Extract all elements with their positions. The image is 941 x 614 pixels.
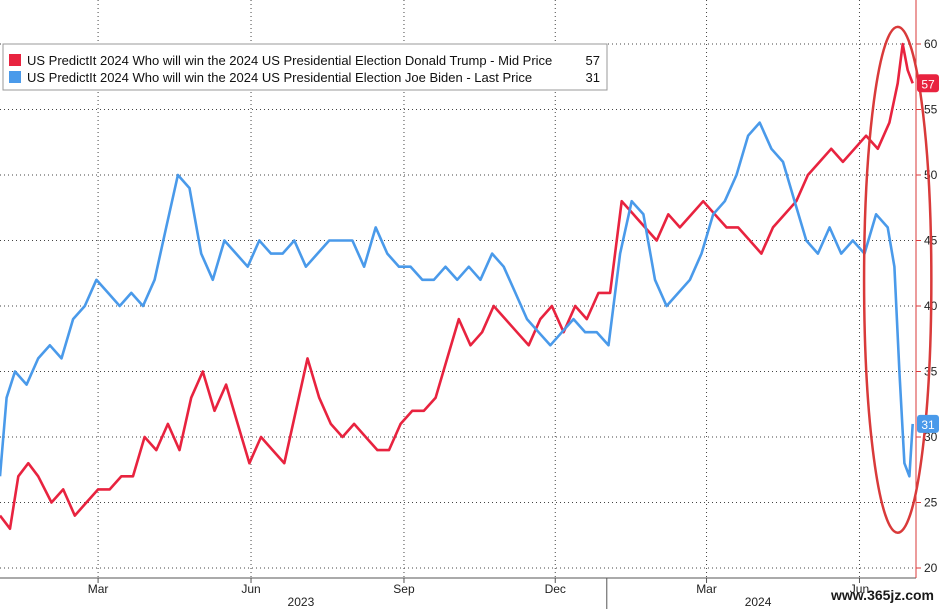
last-value-labels: 57 31 (917, 74, 939, 433)
trump-last-value-badge (917, 74, 939, 93)
y-tick-label: 35 (924, 365, 938, 379)
legend-box (2, 43, 608, 91)
x-tick-label: Jun (850, 582, 869, 596)
biden-last-value-label: 31 (921, 418, 935, 432)
trump-last-value-label: 57 (921, 77, 935, 91)
year-label: 2024 (745, 595, 772, 609)
series-lines (0, 42, 914, 530)
y-tick-label: 55 (924, 103, 938, 117)
legend: US PredictIt 2024 Who will win the 2024 … (2, 43, 608, 91)
x-tick-label: Mar (88, 582, 109, 596)
watermark: www.365jz.com (830, 587, 934, 603)
highlight-ellipse (862, 25, 933, 534)
y-tick-label: 30 (924, 430, 938, 444)
x-tick-label: Mar (696, 582, 717, 596)
legend-value-trump: 57 (586, 53, 600, 68)
gridlines (0, 0, 916, 578)
trump-series-line (0, 42, 914, 530)
legend-value-biden: 31 (586, 70, 600, 85)
biden-series-line (0, 121, 914, 478)
biden-last-value-badge (917, 414, 939, 433)
y-tick-label: 20 (924, 561, 938, 575)
legend-label-trump: US PredictIt 2024 Who will win the 2024 … (27, 53, 552, 68)
legend-swatch-biden (9, 71, 21, 83)
legend-label-biden: US PredictIt 2024 Who will win the 2024 … (27, 70, 532, 85)
y-tick-label: 25 (924, 496, 938, 510)
y-tick-label: 60 (924, 37, 938, 51)
highlight-ellipse-shape (862, 25, 933, 534)
x-tick-label: Dec (545, 582, 566, 596)
legend-swatch-trump (9, 54, 21, 66)
y-tick-label: 50 (924, 168, 938, 182)
x-tick-label: Jun (241, 582, 260, 596)
year-label: 2023 (288, 595, 315, 609)
x-tick-label: Sep (393, 582, 415, 596)
